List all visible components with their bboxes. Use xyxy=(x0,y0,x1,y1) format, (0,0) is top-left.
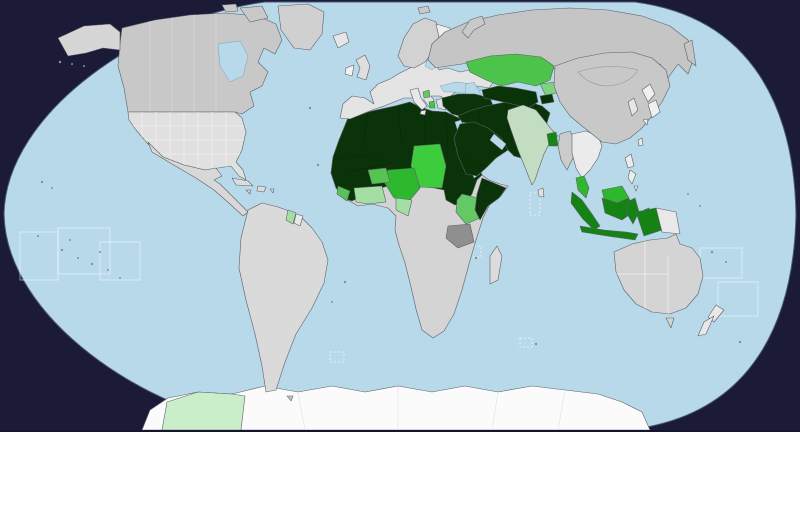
bottom-strip: Less than 1% 1-10% 11-20% 21-30% 31-40% … xyxy=(0,430,800,517)
mongolia-border xyxy=(577,66,639,87)
region-sulawesi xyxy=(626,197,640,225)
persian-gulf xyxy=(489,133,507,151)
arabia-country-border xyxy=(461,157,487,167)
region-philippines xyxy=(624,153,635,169)
region-guyana xyxy=(285,209,297,225)
region-kamchatka xyxy=(683,39,697,67)
small-islands xyxy=(37,60,742,346)
antarctica-sector-lines xyxy=(297,387,566,430)
region-antarctica-claim xyxy=(161,391,246,430)
region-ireland xyxy=(344,64,355,77)
region-tajikistan xyxy=(539,93,555,105)
region-bosnia xyxy=(422,89,431,99)
region-sicily xyxy=(419,109,427,116)
region-chad xyxy=(410,143,447,189)
region-china xyxy=(553,51,671,145)
north-africa-country-borders xyxy=(332,105,449,173)
region-burkina-faso xyxy=(367,167,391,185)
region-java xyxy=(579,225,639,241)
region-mexico-central-america xyxy=(147,141,249,217)
region-albania xyxy=(428,100,436,109)
eez-boundaries xyxy=(19,192,759,363)
region-suriname xyxy=(293,213,304,227)
region-falklands xyxy=(286,395,294,402)
region-new-zealand-south xyxy=(697,315,715,337)
world-map xyxy=(3,1,797,430)
region-uk xyxy=(355,54,371,81)
region-italy xyxy=(409,87,428,111)
region-iceland xyxy=(332,31,350,49)
region-sierra-leone xyxy=(336,185,351,202)
region-canada xyxy=(117,12,283,115)
region-cameroon xyxy=(395,197,413,217)
region-india xyxy=(506,104,559,186)
hudson-bay xyxy=(217,40,249,83)
region-bangladesh xyxy=(546,131,559,147)
region-sri-lanka xyxy=(537,187,545,198)
region-somalia xyxy=(474,177,507,221)
australia-state-lines xyxy=(614,238,669,314)
region-jamaica xyxy=(245,189,252,195)
region-myanmar xyxy=(557,130,577,171)
region-tasmania xyxy=(665,317,675,329)
region-japan xyxy=(641,83,656,103)
region-hispaniola xyxy=(256,185,267,193)
region-madagascar xyxy=(489,245,503,285)
region-papua-new-guinea xyxy=(655,207,681,235)
region-malaysia xyxy=(575,175,590,199)
region-svalbard xyxy=(417,5,431,15)
region-ghana-ivory-coast xyxy=(353,185,387,205)
region-novaya-zemlya xyxy=(461,15,486,39)
region-japan-2 xyxy=(647,99,661,119)
region-kazakhstan xyxy=(465,53,555,87)
region-korea xyxy=(627,97,639,117)
region-cuba xyxy=(231,177,254,187)
region-uzbekistan-turkmenistan xyxy=(481,85,539,109)
region-alaska xyxy=(57,23,121,57)
region-puerto-rico xyxy=(269,188,275,194)
region-arctic-islands xyxy=(239,5,269,23)
region-arctic-islands-2 xyxy=(221,3,239,13)
region-greenland xyxy=(277,3,325,51)
region-usa xyxy=(127,111,247,181)
region-japan-3 xyxy=(642,118,649,126)
region-tanzania xyxy=(445,223,475,249)
region-philippines-2 xyxy=(627,169,637,185)
canada-province-lines xyxy=(149,13,217,112)
region-sumatra xyxy=(570,191,601,231)
region-philippines-3 xyxy=(633,185,639,192)
region-taiwan xyxy=(637,137,644,147)
